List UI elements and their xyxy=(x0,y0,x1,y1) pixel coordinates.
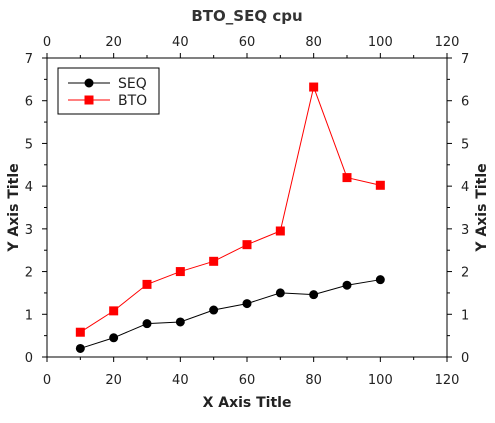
y-axis-title-left: Y Axis Title xyxy=(6,163,22,252)
x-axis-title: X Axis Title xyxy=(203,395,292,411)
x-tick-label-bottom: 100 xyxy=(368,373,393,388)
y-tick-label-right: 2 xyxy=(461,266,469,281)
y-tick-label-left: 1 xyxy=(25,308,33,323)
data-point-seq xyxy=(142,319,152,329)
data-point-seq xyxy=(375,275,385,285)
y-tick-label-left: 7 xyxy=(25,52,33,67)
legend-item-seq: SEQ xyxy=(68,76,147,92)
y-tick-label-left: 6 xyxy=(25,95,33,110)
data-point-bto xyxy=(75,327,85,337)
data-point-seq xyxy=(342,280,352,290)
y-tick-label-left: 3 xyxy=(25,223,33,238)
data-point-bto xyxy=(375,180,385,190)
series-line-bto xyxy=(80,85,381,333)
legend-label-seq: SEQ xyxy=(118,76,147,92)
x-tick-label-bottom: 20 xyxy=(105,373,122,388)
data-series xyxy=(75,82,385,353)
x-tick-label-top: 40 xyxy=(172,35,189,50)
y-tick-label-left: 4 xyxy=(25,180,33,195)
y-tick-label-left: 2 xyxy=(25,266,33,281)
legend-label-bto: BTO xyxy=(118,93,147,109)
y-tick-label-right: 6 xyxy=(461,95,469,110)
data-point-bto xyxy=(142,279,152,289)
x-tick-label-top: 80 xyxy=(305,35,322,50)
y-axis-title-right: Y Axis Title xyxy=(474,163,490,252)
data-point-bto xyxy=(175,267,185,277)
x-tick-label-bottom: 80 xyxy=(305,373,322,388)
y-tick-label-right: 4 xyxy=(461,180,469,195)
y-tick-label-right: 3 xyxy=(461,223,469,238)
series-bto xyxy=(75,82,385,337)
x-tick-label-top: 120 xyxy=(435,35,460,50)
data-point-bto xyxy=(242,240,252,250)
chart-title: BTO_SEQ cpu xyxy=(191,7,302,25)
data-point-bto xyxy=(209,256,219,266)
x-tick-label-bottom: 40 xyxy=(172,373,189,388)
data-point-seq xyxy=(75,343,85,353)
x-tick-label-top: 0 xyxy=(43,35,51,50)
data-point-seq xyxy=(209,305,219,315)
data-point-seq xyxy=(175,317,185,327)
x-tick-label-bottom: 60 xyxy=(239,373,256,388)
y-tick-label-right: 5 xyxy=(461,137,469,152)
data-point-seq xyxy=(309,290,319,300)
legend-item-bto: BTO xyxy=(68,93,147,109)
x-tick-label-bottom: 120 xyxy=(435,373,460,388)
legend-marker-seq xyxy=(84,78,94,88)
series-seq xyxy=(75,275,385,353)
data-point-seq xyxy=(242,299,252,309)
x-tick-label-top: 20 xyxy=(105,35,122,50)
legend-box xyxy=(57,67,160,115)
data-point-bto xyxy=(342,173,352,183)
legend-marker-bto xyxy=(84,95,94,105)
data-point-seq xyxy=(275,288,285,298)
x-tick-label-top: 100 xyxy=(368,35,393,50)
y-tick-label-right: 7 xyxy=(461,52,469,67)
x-tick-label-top: 60 xyxy=(239,35,256,50)
y-tick-label-right: 1 xyxy=(461,308,469,323)
data-point-seq xyxy=(109,333,119,343)
y-tick-label-right: 0 xyxy=(461,351,469,366)
y-tick-label-left: 5 xyxy=(25,137,33,152)
y-tick-label-left: 0 xyxy=(25,351,33,366)
data-point-bto xyxy=(109,306,119,316)
data-point-bto xyxy=(275,226,285,236)
data-point-bto xyxy=(309,82,319,92)
x-tick-label-bottom: 0 xyxy=(43,373,51,388)
series-line-seq xyxy=(80,279,381,349)
